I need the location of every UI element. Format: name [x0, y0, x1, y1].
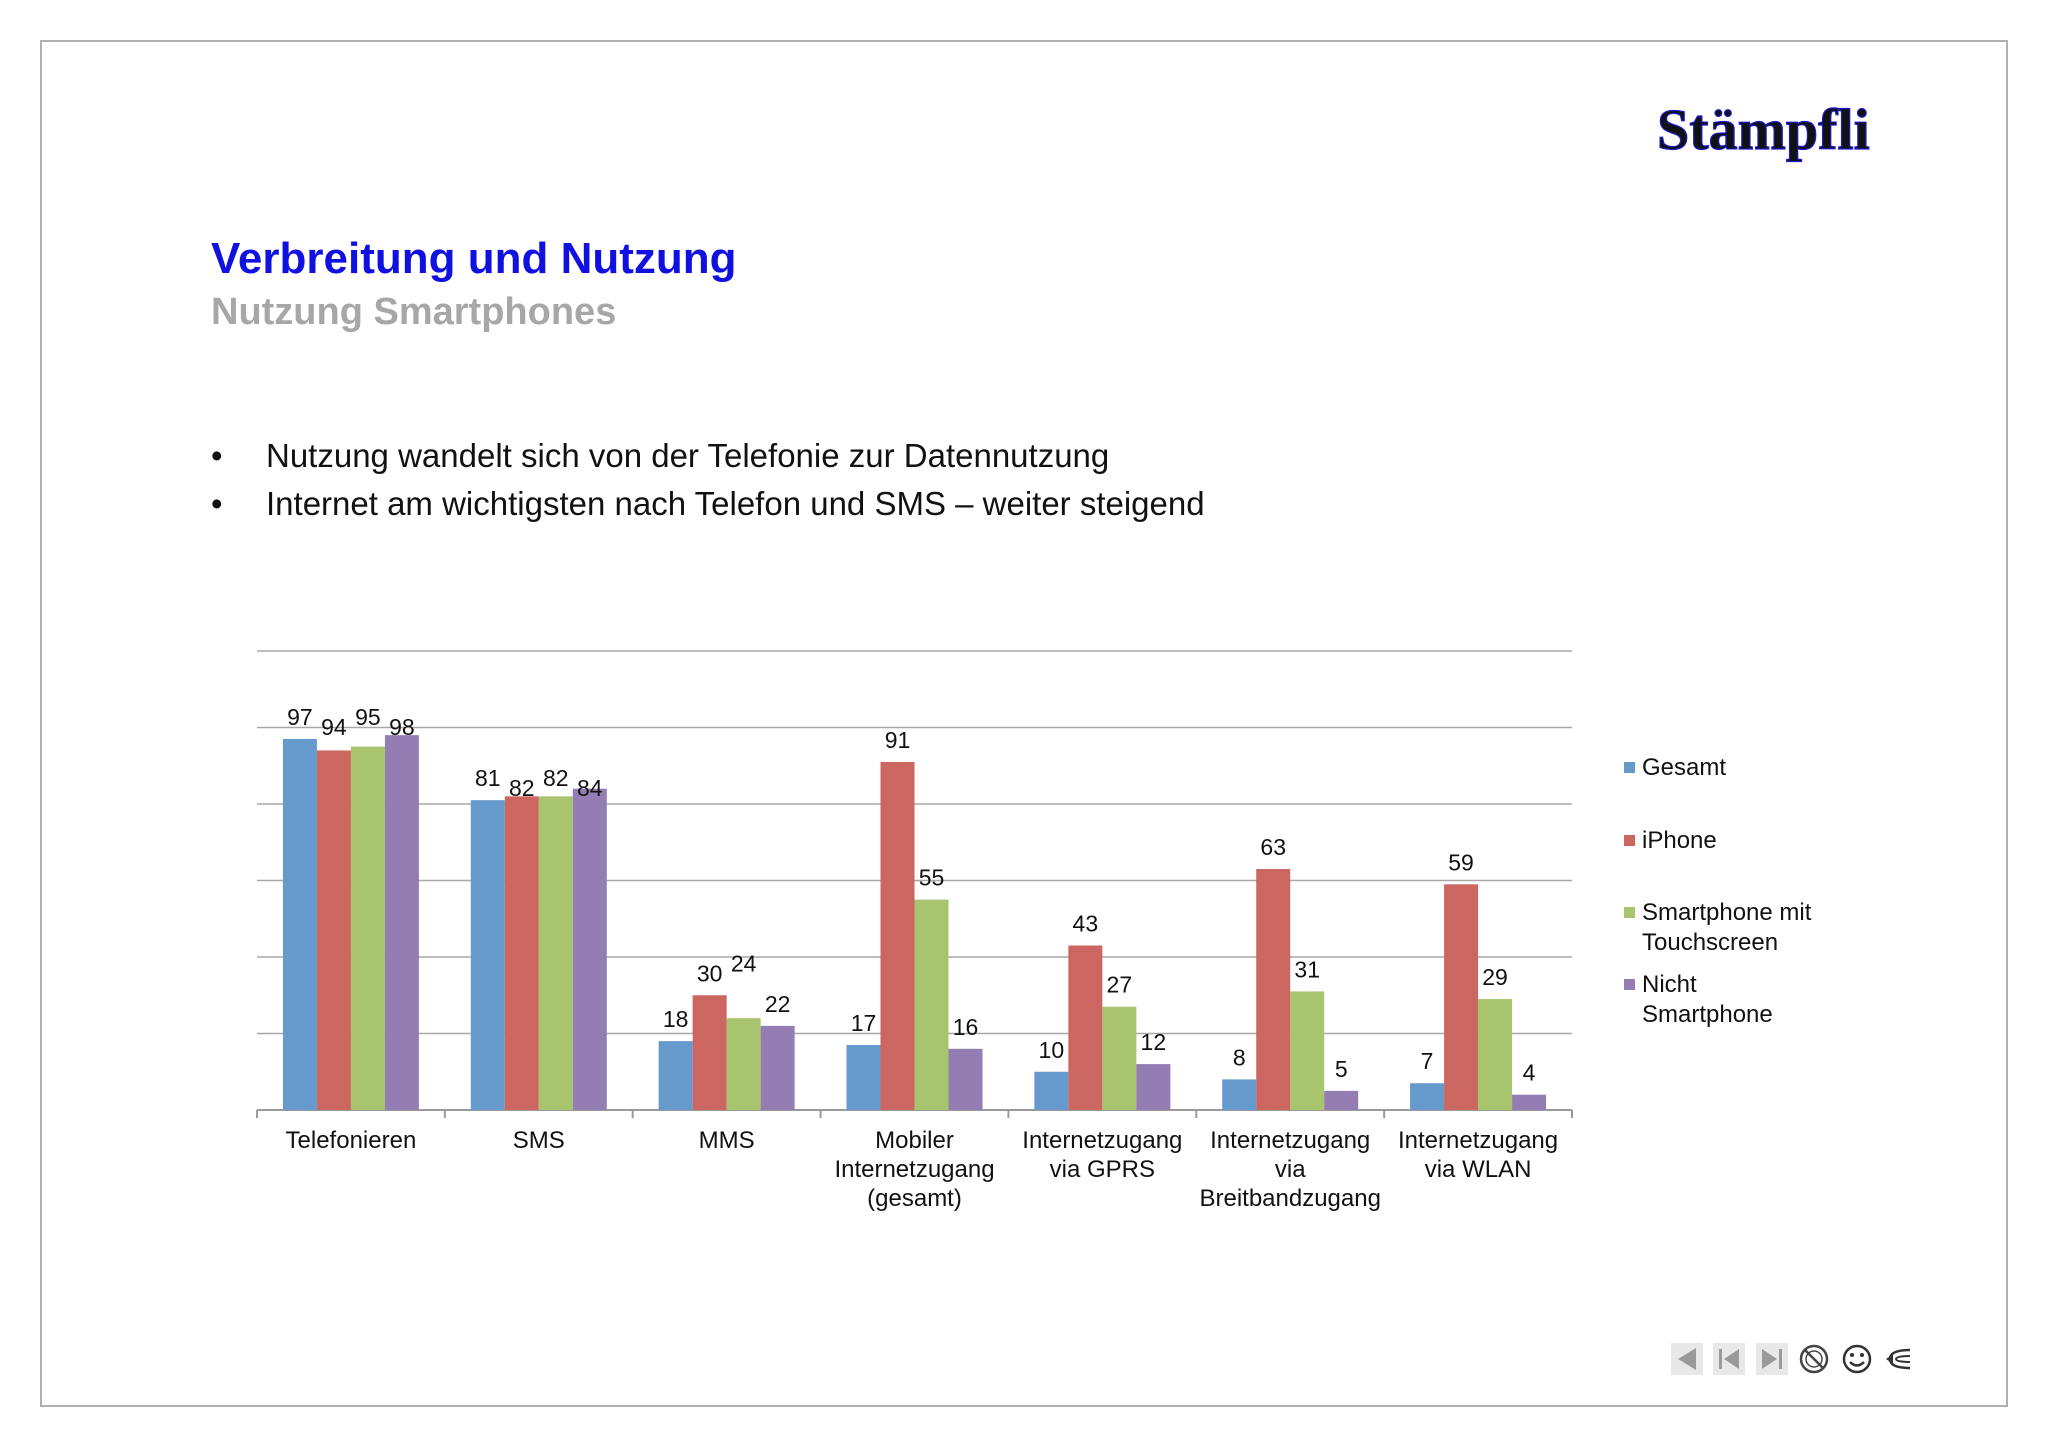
bar-iphone — [692, 995, 727, 1110]
slide-navigation — [1670, 1342, 1920, 1376]
bar-gesamt — [470, 800, 505, 1110]
bar-smartphone-mit-touchscreen — [350, 746, 385, 1110]
x-tick-label: Internetzugang — [1398, 1127, 1558, 1154]
data-label: 31 — [1294, 956, 1320, 982]
legend-label: Touchscreen — [1642, 929, 1778, 956]
x-tick-label: MMS — [699, 1127, 755, 1154]
prev-icon[interactable] — [1670, 1342, 1704, 1376]
data-label: 5 — [1335, 1056, 1348, 1082]
legend-label: Smartphone — [1642, 1001, 1773, 1028]
x-tick-label: Mobiler — [875, 1127, 954, 1154]
bar-nicht-smartphone — [572, 788, 607, 1110]
data-label: 43 — [1073, 911, 1099, 937]
data-label: 97 — [287, 704, 313, 730]
data-label: 95 — [355, 704, 381, 730]
bullet-marker: • — [211, 437, 223, 474]
x-tick-label: via GPRS — [1050, 1156, 1155, 1183]
x-tick-label: via — [1275, 1156, 1306, 1183]
bar-nicht-smartphone — [760, 1025, 795, 1110]
bar-smartphone-mit-touchscreen — [538, 796, 573, 1110]
bar-nicht-smartphone — [948, 1048, 983, 1110]
legend-label: Nicht — [1642, 971, 1697, 998]
data-label: 59 — [1448, 849, 1474, 875]
data-label: 84 — [577, 775, 603, 801]
bar-iphone — [316, 750, 351, 1110]
data-label: 22 — [765, 991, 791, 1017]
data-label: 17 — [851, 1010, 877, 1036]
data-label: 82 — [543, 765, 569, 791]
bar-gesamt — [282, 738, 317, 1110]
data-label: 98 — [389, 714, 415, 740]
bar-smartphone-mit-touchscreen — [726, 1018, 761, 1110]
bar-nicht-smartphone — [1512, 1094, 1547, 1110]
bar-gesamt — [846, 1044, 881, 1110]
x-tick-label: Internetzugang — [834, 1156, 994, 1183]
last-icon[interactable] — [1755, 1342, 1789, 1376]
legend-swatch — [1624, 907, 1635, 918]
bar-gesamt — [658, 1041, 693, 1110]
data-label: 94 — [321, 714, 347, 740]
page-title: Verbreitung und Nutzung — [211, 234, 737, 283]
first-icon[interactable] — [1712, 1342, 1746, 1376]
legend-label: Smartphone mit — [1642, 899, 1812, 926]
data-label: 30 — [697, 960, 723, 986]
x-tick-label: Telefonieren — [286, 1127, 417, 1154]
logo: Stämpfli — [1656, 97, 1870, 163]
data-label: 16 — [953, 1014, 979, 1040]
data-label: 29 — [1482, 964, 1508, 990]
bar-smartphone-mit-touchscreen — [1478, 999, 1513, 1110]
data-label: 27 — [1107, 972, 1133, 998]
bar-nicht-smartphone — [1136, 1064, 1171, 1110]
bar-iphone — [504, 796, 539, 1110]
x-tick-label: via WLAN — [1425, 1156, 1532, 1183]
data-label: 63 — [1260, 834, 1286, 860]
logo-text: Stämpfli — [1657, 97, 1870, 162]
data-label: 10 — [1039, 1037, 1065, 1063]
bar-nicht-smartphone — [1324, 1090, 1359, 1110]
x-tick-label: SMS — [513, 1127, 565, 1154]
bullet-text: Nutzung wandelt sich von der Telefonie z… — [266, 437, 1110, 474]
x-tick-label: Internetzugang — [1022, 1127, 1182, 1154]
bar-gesamt — [1222, 1079, 1257, 1110]
legend-swatch — [1624, 979, 1635, 990]
data-label: 24 — [731, 950, 757, 976]
bar-smartphone-mit-touchscreen — [1102, 1006, 1137, 1110]
data-label: 18 — [663, 1006, 689, 1032]
bar-gesamt — [1410, 1083, 1445, 1110]
legend-label: iPhone — [1642, 827, 1717, 854]
return-icon[interactable] — [1882, 1342, 1916, 1376]
data-label: 82 — [509, 775, 535, 801]
data-label: 81 — [475, 765, 501, 791]
data-label: 55 — [919, 865, 945, 891]
bar-iphone — [1256, 869, 1291, 1110]
bar-gesamt — [1034, 1071, 1069, 1110]
legend-swatch — [1624, 762, 1635, 773]
legend-label: Gesamt — [1642, 754, 1726, 781]
smiley-icon[interactable] — [1840, 1342, 1874, 1376]
data-label: 8 — [1233, 1044, 1246, 1070]
bar-iphone — [880, 761, 915, 1110]
page-subtitle: Nutzung Smartphones — [211, 291, 617, 333]
data-label: 12 — [1141, 1029, 1167, 1055]
x-tick-label: Breitbandzugang — [1199, 1185, 1380, 1212]
bullet-marker: • — [211, 485, 223, 522]
bar-smartphone-mit-touchscreen — [914, 899, 949, 1110]
bar-smartphone-mit-touchscreen — [1290, 991, 1325, 1110]
x-tick-label: Internetzugang — [1210, 1127, 1370, 1154]
x-tick-label: (gesamt) — [867, 1185, 962, 1212]
data-label: 91 — [885, 727, 911, 753]
bar-nicht-smartphone — [384, 735, 419, 1110]
no-entry-icon[interactable] — [1797, 1342, 1831, 1376]
bullet-text: Internet am wichtigsten nach Telefon und… — [266, 485, 1205, 522]
bar-iphone — [1068, 945, 1103, 1110]
bar-iphone — [1444, 884, 1479, 1110]
data-label: 4 — [1523, 1060, 1536, 1086]
slide-frame — [40, 40, 2008, 1407]
legend-swatch — [1624, 835, 1635, 846]
data-label: 7 — [1421, 1048, 1434, 1074]
